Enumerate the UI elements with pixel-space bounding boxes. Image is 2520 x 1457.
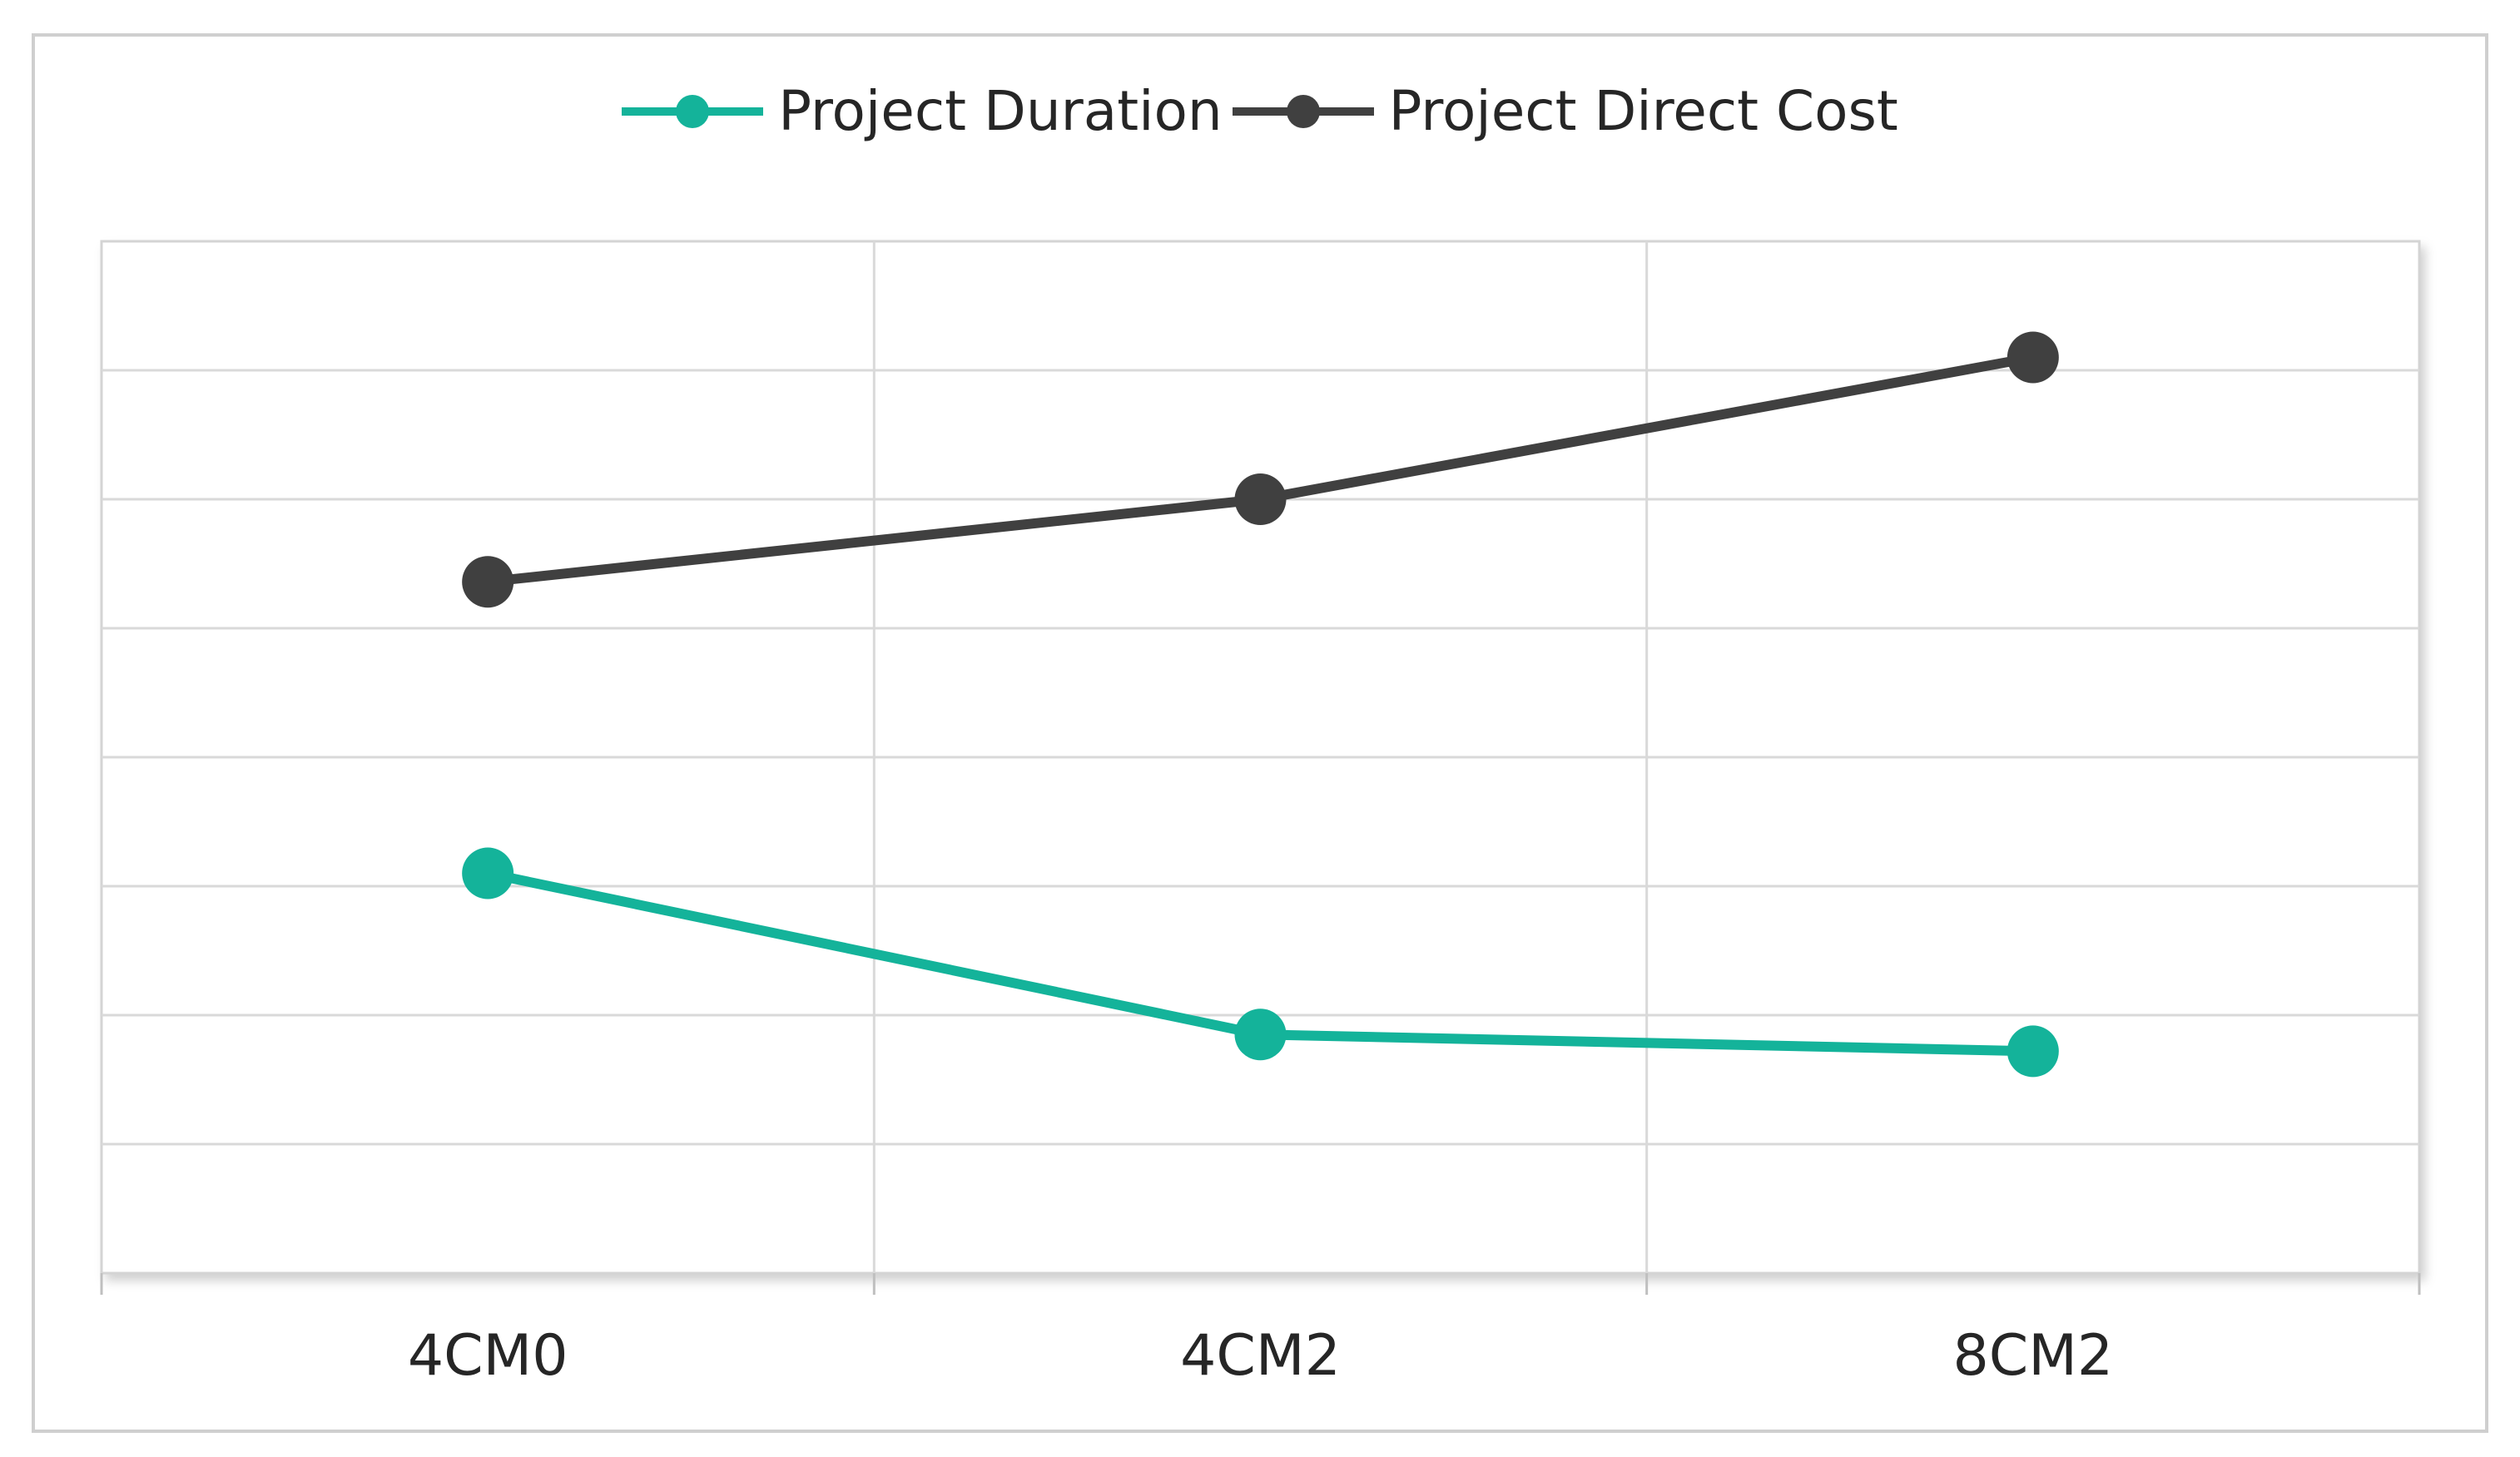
x-axis-labels: 4CM0 4CM2 8CM2 — [408, 1323, 2113, 1389]
data-point-project-duration[interactable] — [2007, 1025, 2059, 1078]
series-layer — [462, 331, 2059, 1078]
legend-marker-project-direct-cost — [1232, 94, 1374, 128]
legend-item-project-duration[interactable]: Project Duration — [622, 79, 1223, 143]
data-point-project-direct-cost[interactable] — [1234, 473, 1287, 525]
legend-label-project-direct-cost: Project Direct Cost — [1388, 79, 1898, 143]
x-axis-ticks — [100, 1273, 2421, 1295]
x-tick-label: 8CM2 — [1952, 1323, 2113, 1389]
legend-label-project-duration: Project Duration — [778, 79, 1223, 143]
legend-marker-project-duration — [622, 94, 764, 128]
series-project-duration — [462, 847, 2059, 1078]
data-point-project-duration[interactable] — [462, 847, 514, 899]
x-tick-label: 4CM2 — [1180, 1323, 1341, 1389]
data-point-project-direct-cost[interactable] — [462, 556, 514, 608]
legend: Project Duration Project Direct Cost — [0, 79, 2520, 143]
legend-item-project-direct-cost[interactable]: Project Direct Cost — [1232, 79, 1898, 143]
x-tick-label: 4CM0 — [408, 1323, 568, 1389]
data-point-project-duration[interactable] — [1234, 1009, 1287, 1061]
series-project-direct-cost — [462, 331, 2059, 608]
data-point-project-direct-cost[interactable] — [2007, 331, 2059, 384]
